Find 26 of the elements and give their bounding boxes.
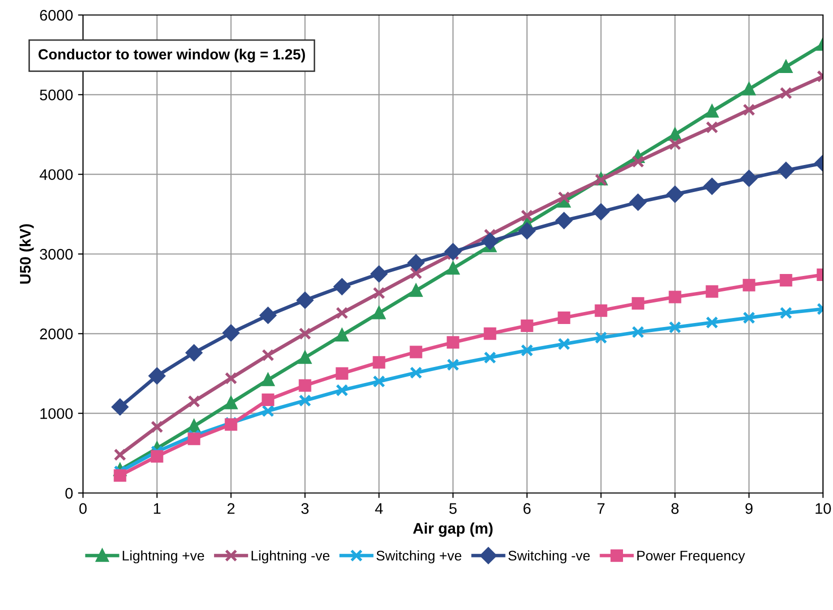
- x-tick-label: 3: [301, 503, 309, 514]
- y-tick-label: 3000: [40, 248, 73, 260]
- x-tick-label: 5: [449, 503, 457, 514]
- y-tick-label: 2000: [40, 328, 73, 340]
- x-tick-label: 0: [79, 503, 87, 514]
- annotation: Conductor to tower window (kg = 1.25): [38, 48, 305, 62]
- x-tick-label: 1: [154, 503, 161, 514]
- y-tick-label: 4000: [40, 169, 73, 180]
- y-tick-label: 0: [65, 488, 73, 499]
- legend-label: Power Frequency: [637, 550, 746, 564]
- x-tick-label: 6: [524, 503, 531, 514]
- legend-label: Switching -ve: [508, 550, 590, 564]
- x-tick-label: 10: [816, 503, 831, 514]
- x-tick-label: 4: [375, 503, 383, 514]
- y-tick-label: 1000: [40, 408, 73, 420]
- x-tick-label: 8: [671, 503, 679, 514]
- y-tick-label: 6000: [40, 10, 73, 21]
- legend-label: Lightning -ve: [252, 550, 330, 564]
- x-tick-label: 2: [228, 503, 234, 514]
- legend-label: Lightning +ve: [122, 550, 204, 564]
- x-tick-label: 9: [745, 503, 753, 514]
- x-tick-label: 7: [598, 503, 604, 514]
- y-tick-label: 5000: [40, 90, 73, 100]
- legend-label: Switching +ve: [376, 550, 462, 564]
- x-axis-title: Air gap (m): [413, 522, 493, 537]
- y-axis-title: U50 (kV): [19, 224, 34, 284]
